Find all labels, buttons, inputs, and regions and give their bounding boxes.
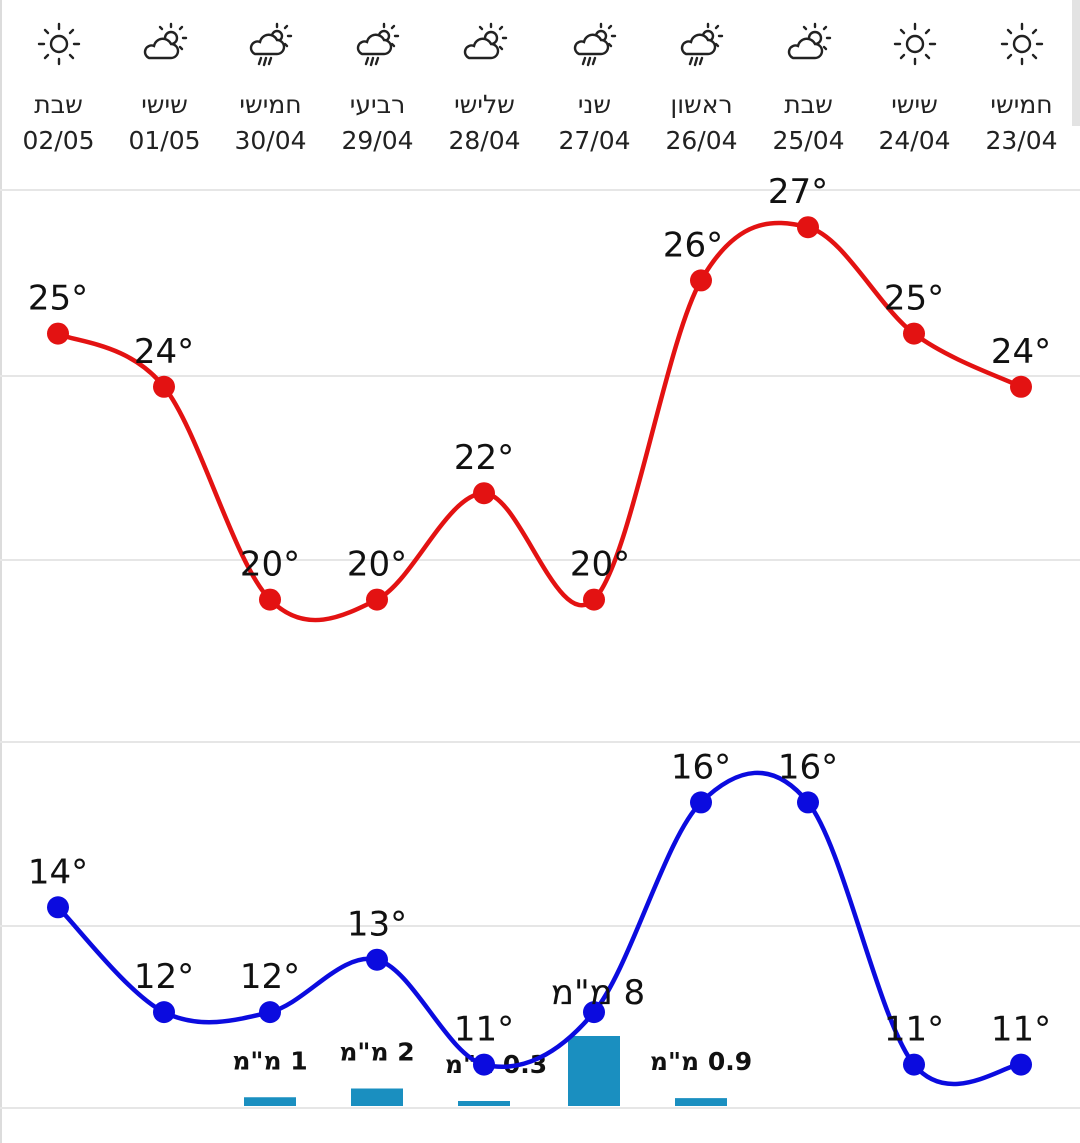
low-temp-point [583,1001,605,1024]
rain-label: 2 מ"מ [339,1038,414,1067]
low-temp-point [903,1053,925,1076]
day-name: שבת [784,90,833,119]
day-column: חמישי 23/04 [968,18,1075,168]
high-temp-label: 22° [454,438,514,478]
frame-border [0,0,2,1143]
high-temp-label: 24° [991,332,1051,372]
day-column: שלישי 28/04 [431,18,538,168]
low-temp-label: 14° [28,852,88,892]
partly-cloudy-icon [463,22,507,60]
low-temp-label: 8 מ"מ [551,973,645,1013]
rain-bar [568,1036,620,1106]
cloud-rain-icon [249,22,292,67]
high-temp-point [473,482,495,505]
low-temp-label: 12° [134,957,194,997]
rain-bar [458,1101,510,1106]
high-temp-point [797,216,819,239]
sun-icon [1000,22,1043,66]
day-name: ראשון [670,90,733,119]
high-temp-label: 26° [663,225,723,265]
sun-icon [37,22,80,66]
day-column: שבת 02/05 [5,18,112,168]
low-temp-point [47,896,69,919]
low-temp-label: 11° [454,1010,514,1050]
high-temp-point [903,322,925,345]
high-temp-label: 24° [134,332,194,372]
low-temp-label: 12° [240,957,300,997]
day-date: 28/04 [448,126,521,155]
high-temp-point [259,588,281,611]
day-date: 23/04 [985,126,1058,155]
day-column: שישי 01/05 [111,18,218,168]
day-name: חמישי [990,90,1053,119]
high-temp-point [153,375,175,398]
day-column: ראשון 26/04 [648,18,755,168]
low-temp-point [473,1053,495,1076]
rain-label: 0.9 מ"מ [650,1047,752,1076]
high-temp-point [1010,375,1032,398]
day-column: שני 27/04 [541,18,648,168]
day-column: שישי 24/04 [861,18,968,168]
day-date: 26/04 [665,126,738,155]
day-column: רביעי 29/04 [324,18,431,168]
high-temp-label: 25° [884,279,944,319]
low-temp-point [1010,1053,1032,1076]
high-temp-label: 20° [240,545,300,585]
day-column: שבת 25/04 [755,18,862,168]
day-date: 27/04 [558,126,631,155]
low-temp-point [366,948,388,971]
scrollbar[interactable] [1072,0,1080,126]
day-column: חמישי 30/04 [217,18,324,168]
low-temp-label: 16° [778,747,838,787]
low-temp-label: 16° [671,747,731,787]
high-temp-point [47,322,69,345]
rain-bar [675,1098,727,1106]
high-temp-point [690,269,712,292]
day-name: שלישי [454,90,515,119]
day-name: שבת [34,90,83,119]
low-temp-point [259,1001,281,1024]
partly-cloudy-icon [787,22,831,60]
rain-bar [351,1088,403,1106]
low-temp-line [56,770,1022,1087]
day-name: שישי [891,90,938,119]
low-temp-point [690,791,712,814]
high-temp-label: 25° [28,279,88,319]
rain-bar [244,1097,296,1106]
high-temp-label: 20° [347,545,407,585]
high-temp-line [56,220,1023,623]
rain-label: 1 מ"מ [232,1046,307,1075]
day-date: 29/04 [341,126,414,155]
partly-cloudy-icon [143,22,187,60]
day-name: חמישי [239,90,302,119]
day-date: 30/04 [234,126,307,155]
cloud-rain-icon [356,22,399,67]
low-temp-label: 11° [991,1010,1051,1050]
day-date: 25/04 [772,126,845,155]
day-name: שני [577,90,612,119]
cloud-rain-icon [680,22,723,67]
cloud-rain-icon [573,22,616,67]
day-date: 24/04 [878,126,951,155]
day-date: 01/05 [128,126,201,155]
low-temp-label: 11° [884,1010,944,1050]
high-temp-point [366,588,388,611]
high-temp-point [583,588,605,611]
high-temp-label: 27° [768,172,828,212]
day-name: רביעי [349,90,406,119]
sun-icon [893,22,936,66]
low-temp-point [153,1001,175,1024]
day-name: שישי [141,90,188,119]
forecast-header: חמישי 23/04 שישי 24/04 שבת 25/04 ראשון 26/04 שני… [0,0,1080,190]
low-temp-label: 13° [347,905,407,945]
high-temp-label: 20° [570,545,630,585]
day-date: 02/05 [22,126,95,155]
low-temp-point [797,791,819,814]
